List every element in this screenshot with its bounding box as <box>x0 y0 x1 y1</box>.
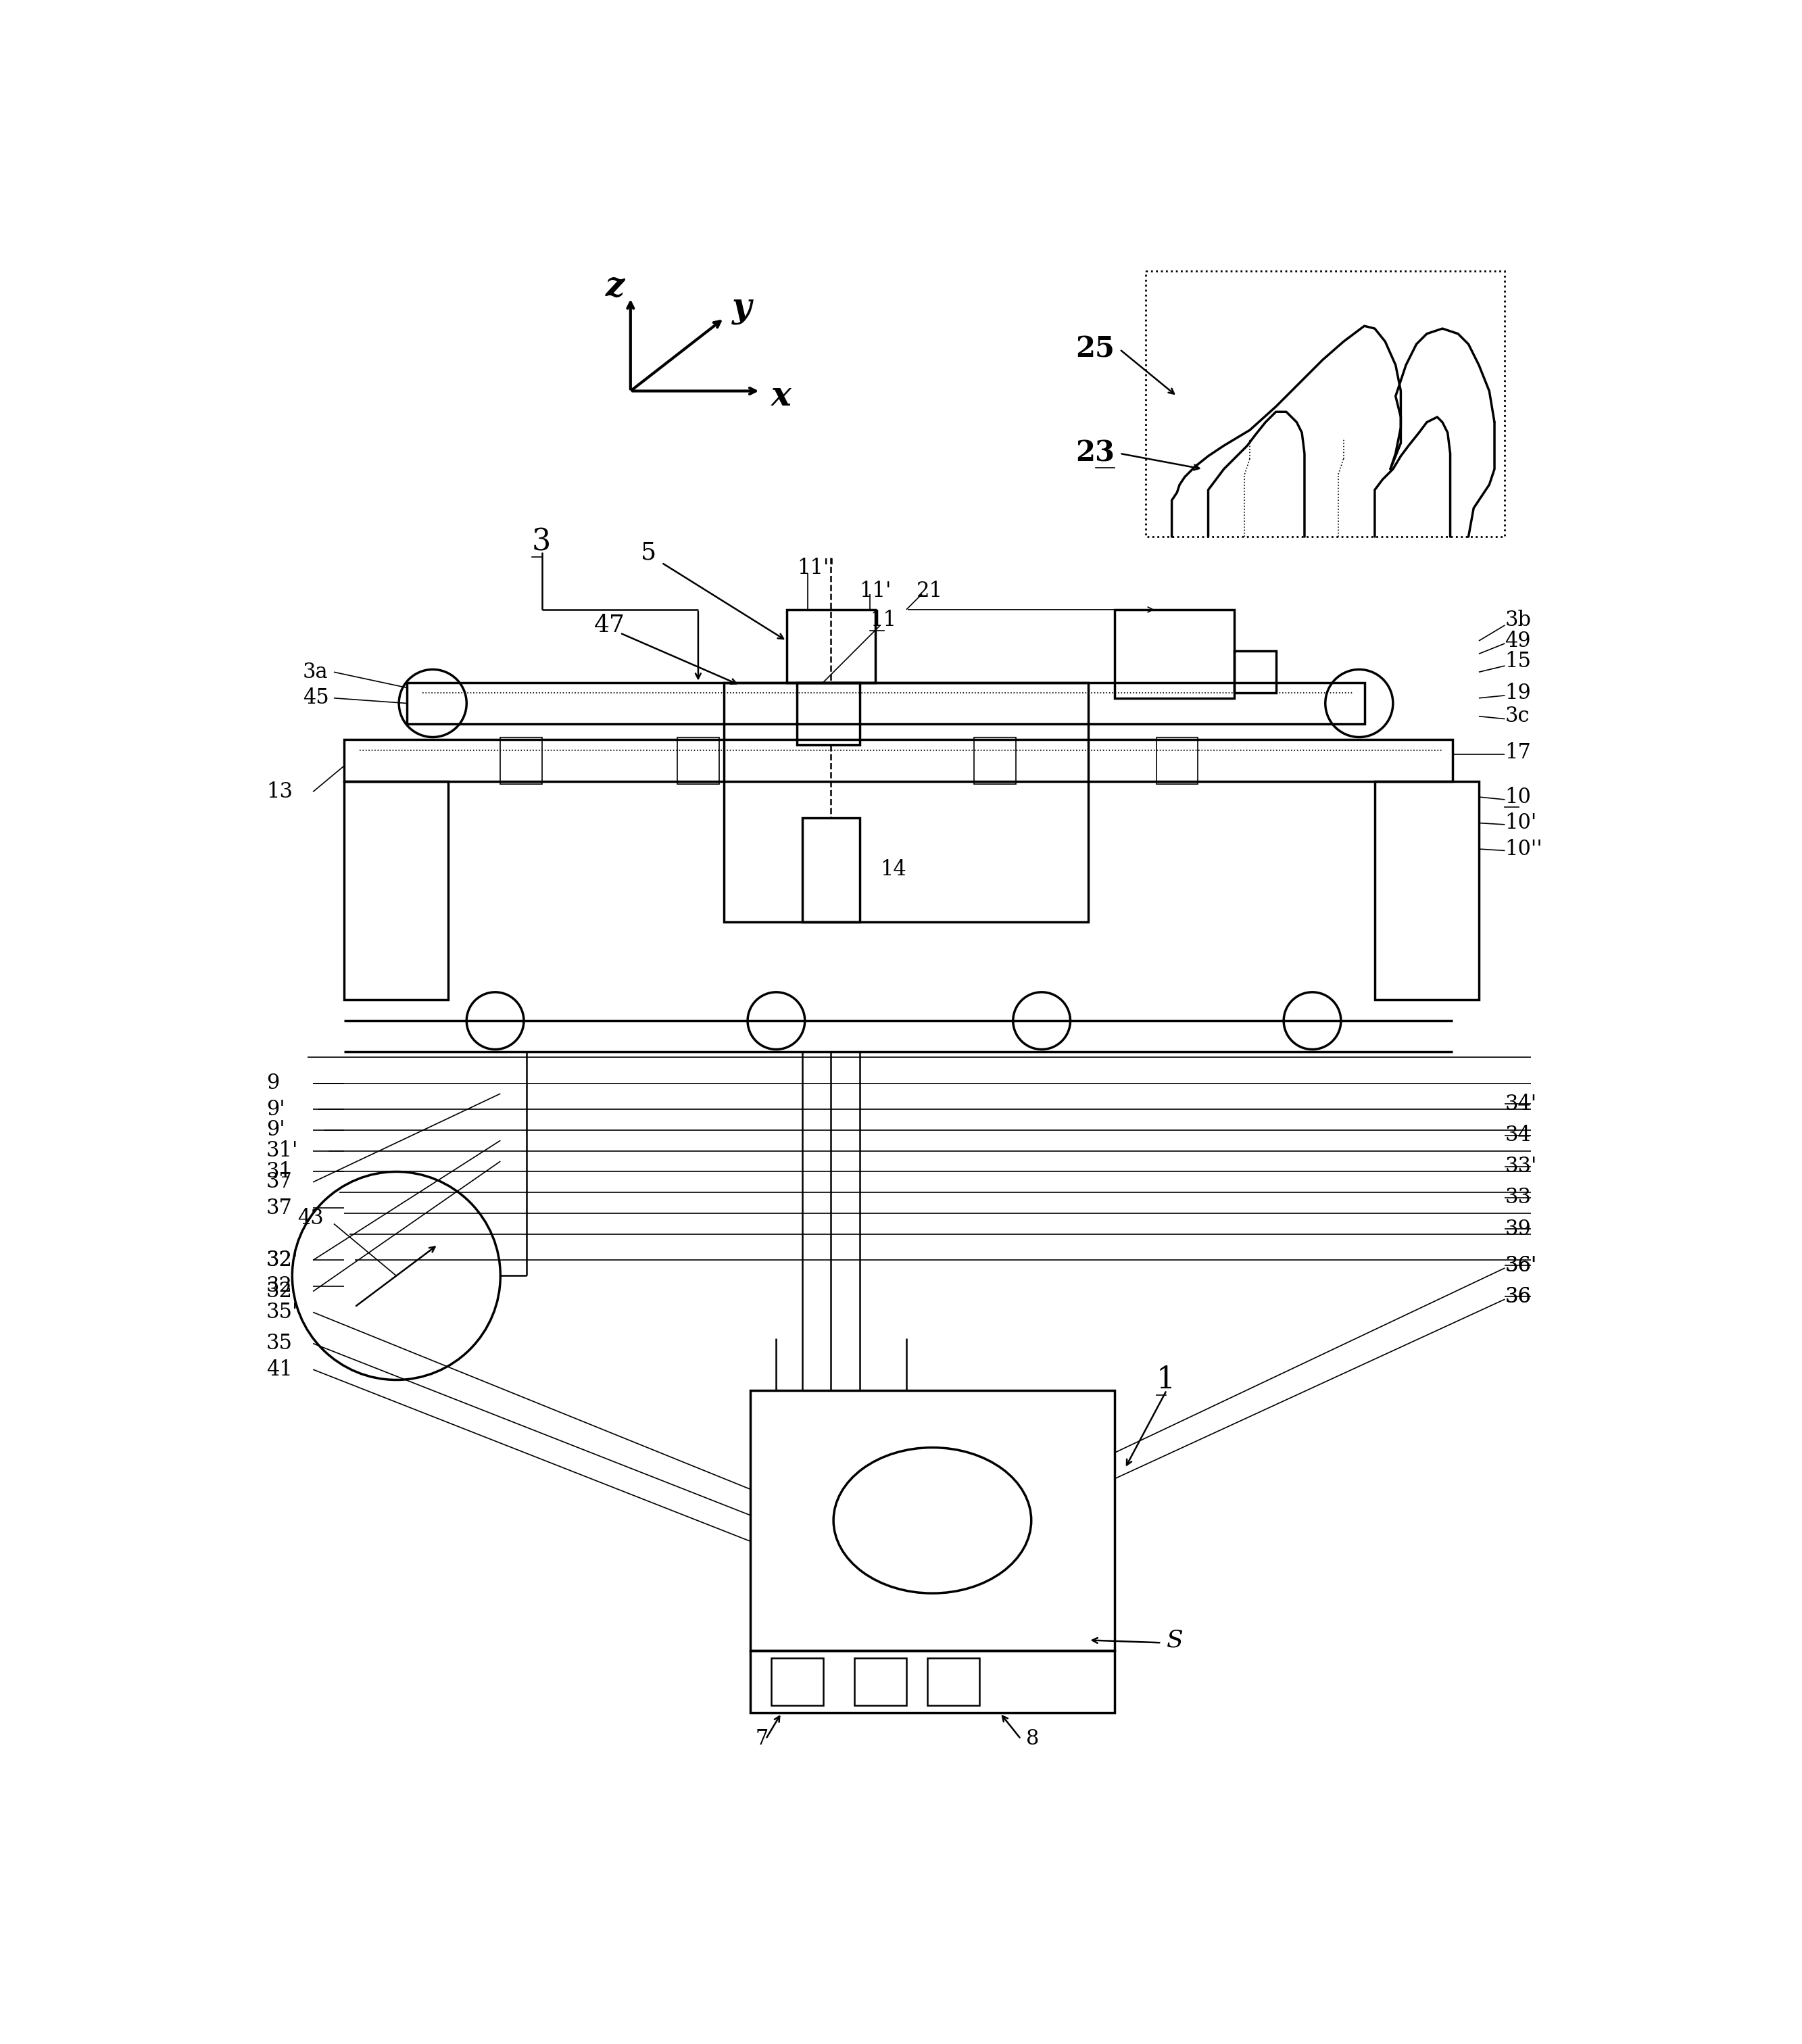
Text: 32: 32 <box>267 1282 292 1302</box>
Text: 34': 34' <box>1505 1094 1537 1114</box>
Bar <box>796 683 860 744</box>
Text: z: z <box>605 270 625 303</box>
Text: 10: 10 <box>1505 787 1532 807</box>
Bar <box>787 609 876 683</box>
Text: 34: 34 <box>1505 1124 1532 1147</box>
Text: 43: 43 <box>297 1208 324 1228</box>
Bar <box>344 781 449 1000</box>
Text: 5: 5 <box>642 542 656 564</box>
Bar <box>750 1652 1114 1713</box>
Text: 32': 32' <box>267 1249 297 1271</box>
Bar <box>1114 609 1234 699</box>
Text: 9': 9' <box>267 1120 285 1141</box>
Bar <box>1234 652 1276 693</box>
Text: 3a: 3a <box>303 662 328 683</box>
Text: 14: 14 <box>881 858 906 881</box>
Text: 31': 31' <box>267 1141 297 1161</box>
Bar <box>928 1658 978 1705</box>
Text: 35: 35 <box>267 1333 292 1353</box>
Bar <box>407 683 1364 724</box>
Bar <box>344 740 1452 781</box>
Text: 47: 47 <box>595 613 625 638</box>
Text: 17: 17 <box>1505 742 1532 762</box>
Text: 3c: 3c <box>1505 705 1530 728</box>
Text: 49: 49 <box>1505 630 1532 652</box>
Text: 35': 35' <box>267 1302 297 1322</box>
Text: 15: 15 <box>1505 652 1532 672</box>
Text: 10': 10' <box>1505 814 1537 834</box>
Text: 23: 23 <box>1076 439 1114 468</box>
Text: 11': 11' <box>860 580 892 601</box>
Bar <box>750 1390 1114 1652</box>
Text: 39: 39 <box>1505 1218 1532 1239</box>
Text: 9: 9 <box>267 1073 279 1094</box>
Text: 8: 8 <box>1025 1729 1040 1750</box>
Text: 32: 32 <box>267 1275 292 1296</box>
Text: 1: 1 <box>1157 1365 1175 1394</box>
Text: 36': 36' <box>1505 1255 1537 1275</box>
Bar <box>1146 272 1505 538</box>
Bar <box>501 738 542 785</box>
Text: 10'': 10'' <box>1505 838 1543 858</box>
Text: 31: 31 <box>267 1161 292 1181</box>
Text: 25: 25 <box>1076 335 1114 364</box>
Text: 7: 7 <box>755 1729 768 1750</box>
Text: 9': 9' <box>267 1100 285 1120</box>
Text: 45: 45 <box>303 687 328 709</box>
Text: 41: 41 <box>267 1359 292 1380</box>
Text: 33': 33' <box>1505 1157 1537 1177</box>
Text: S: S <box>1166 1629 1184 1652</box>
Text: 37: 37 <box>267 1198 292 1218</box>
Text: 11: 11 <box>870 609 896 630</box>
Bar <box>854 1658 906 1705</box>
Text: 13: 13 <box>267 781 292 801</box>
Text: 32': 32' <box>267 1249 297 1271</box>
Bar <box>724 683 1088 922</box>
Text: 33: 33 <box>1505 1188 1532 1208</box>
Bar <box>1375 781 1479 1000</box>
Text: y: y <box>732 290 751 325</box>
Text: 21: 21 <box>917 580 942 601</box>
Text: x: x <box>771 380 791 413</box>
Text: 36': 36' <box>1505 1255 1537 1275</box>
Text: 11'': 11'' <box>796 558 834 578</box>
Text: 19: 19 <box>1505 683 1532 703</box>
Bar <box>1157 738 1198 785</box>
Bar <box>802 818 860 922</box>
Text: 36: 36 <box>1505 1286 1532 1306</box>
Text: 36: 36 <box>1505 1286 1532 1306</box>
Text: 3b: 3b <box>1505 609 1532 630</box>
Text: 37: 37 <box>267 1171 292 1192</box>
Bar <box>975 738 1016 785</box>
Text: 3: 3 <box>532 527 551 556</box>
Bar <box>678 738 719 785</box>
Bar <box>771 1658 824 1705</box>
